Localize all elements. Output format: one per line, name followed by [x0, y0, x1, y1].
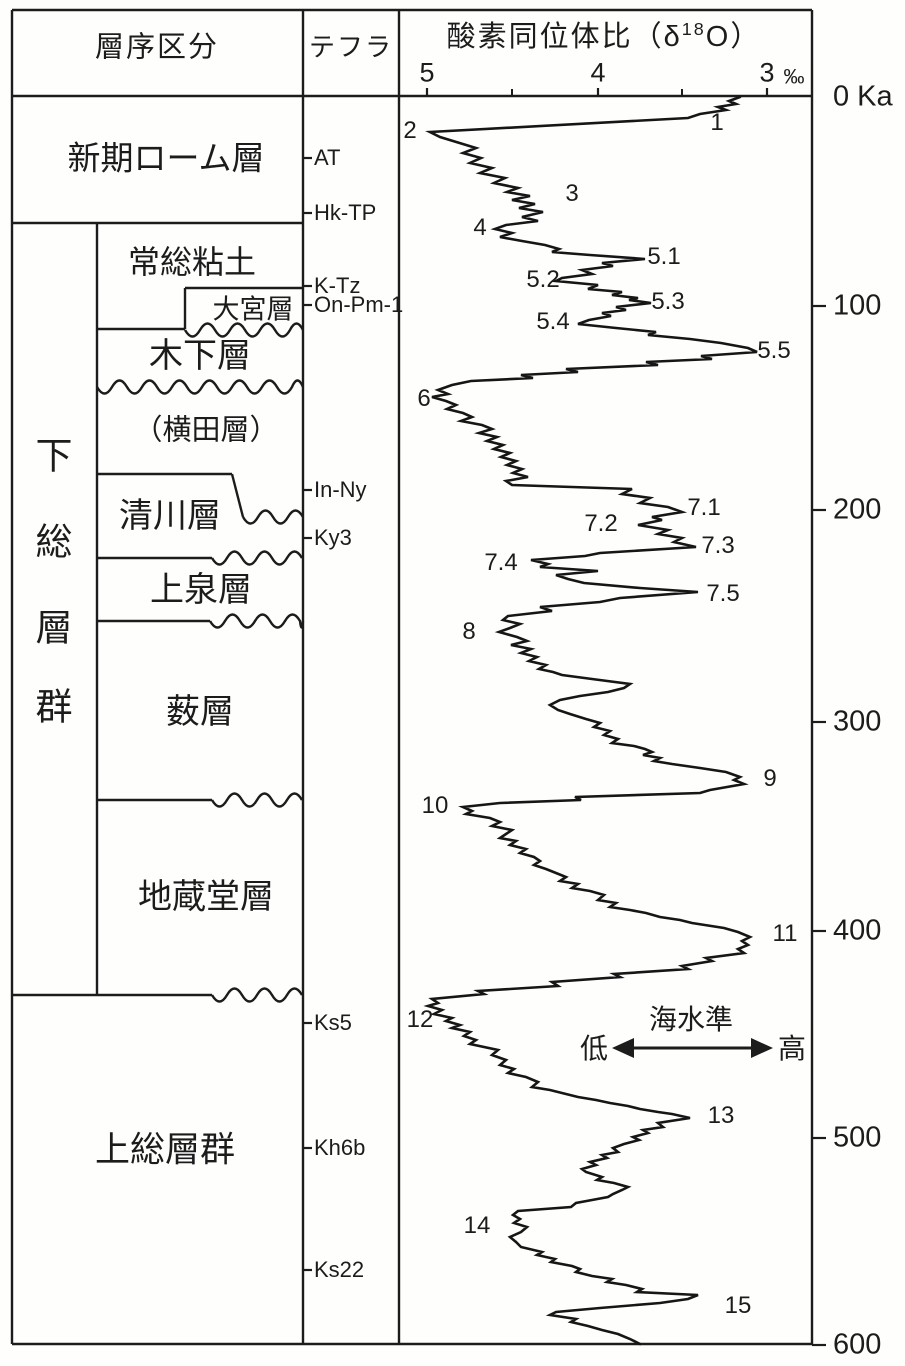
isotope-stage-label: 10 [421, 792, 449, 819]
tephra-label: Ks22 [314, 1257, 365, 1282]
isotope-title-text: 酸素同位体比（δ [446, 20, 682, 53]
unconformity-wavy-line [183, 322, 305, 338]
group-vertical-label-char: 群 [35, 686, 73, 728]
group-vertical-label-char: 下 [35, 435, 73, 477]
isotope-stage-label: 1 [710, 109, 724, 136]
unconformity-wavy-line [208, 613, 305, 629]
column-header-isotope: 酸素同位体比（δ18O） [447, 20, 762, 52]
tephra-label: In-Ny [314, 477, 367, 502]
age-axis-tick-label: 400 [833, 914, 882, 947]
isotope-stage-label: 5.2 [526, 266, 560, 293]
tephra-label: Hk-TP [314, 200, 377, 225]
isotope-stage-label: 14 [463, 1212, 491, 1239]
age-axis-tick-label: 300 [833, 705, 882, 738]
isotope-stage-label: 15 [724, 1292, 752, 1319]
group-vertical-label-char: 総 [35, 521, 73, 563]
permil-unit-label: ‰ [783, 65, 805, 89]
column-header-tephra: テフラ [308, 32, 394, 62]
formation-label: 木下層 [149, 337, 251, 375]
isotope-stage-label: 8 [462, 618, 476, 645]
unconformity-wavy-line [210, 987, 304, 1003]
top-axis-tick-label: 5 [419, 57, 435, 88]
boundary-line [230, 473, 245, 518]
isotope-stage-label: 5.3 [651, 288, 685, 315]
tephra-label: AT [314, 145, 341, 170]
formation-label: 常総粘土 [127, 244, 257, 280]
isotope-stage-label: 11 [772, 920, 798, 947]
tephra-label: Ks5 [314, 1010, 352, 1035]
sea-level-arrow-left-head [612, 1038, 634, 1058]
isotope-stage-label: 7.3 [701, 532, 735, 559]
unconformity-wavy-line [210, 550, 304, 566]
top-axis-tick-label: 4 [590, 57, 606, 88]
age-axis-tick-label: 100 [833, 289, 882, 322]
isotope-curve [423, 95, 758, 1346]
formation-label: 上総層群 [94, 1130, 236, 1170]
isotope-stage-label: 2 [403, 117, 417, 144]
isotope-stage-label: 7.4 [484, 549, 518, 576]
formation-label: 新期ローム層 [67, 139, 265, 177]
isotope-stage-label: 7.2 [584, 510, 618, 537]
isotope-stage-label: 12 [406, 1006, 434, 1033]
isotope-stage-label: 5.5 [757, 337, 791, 364]
formation-label: 地蔵堂層 [138, 878, 274, 916]
tephra-label: Ky3 [314, 525, 352, 550]
sea-level-arrow-right-head [751, 1038, 773, 1058]
isotope-stage-label: 5.4 [536, 308, 570, 335]
unconformity-wavy-line [241, 509, 305, 525]
age-axis-tick-label: 500 [833, 1121, 882, 1154]
tephra-label: Kh6b [314, 1135, 366, 1160]
unconformity-wavy-line [210, 792, 304, 808]
tephra-label: On-Pm-1 [314, 292, 404, 317]
column-header-stratigraphy: 層序区分 [94, 31, 220, 64]
isotope-stage-label: 13 [707, 1102, 735, 1129]
isotope-stage-label: 6 [417, 385, 431, 412]
formation-label: 薮層 [166, 693, 234, 731]
sea-level-high-label: 高 [777, 1033, 807, 1064]
top-axis-tick-label: 3 [759, 57, 775, 88]
age-axis-tick-label: 200 [833, 493, 882, 526]
sea-level-title: 海水準 [648, 1004, 734, 1035]
isotope-stage-label: 7.5 [706, 580, 740, 607]
formation-label: 大宮層 [212, 294, 294, 325]
group-vertical-label-char: 層 [35, 607, 73, 649]
isotope-stage-label: 9 [763, 765, 777, 792]
isotope-title-oxygen: O） [705, 20, 762, 53]
age-axis-tick-label: 600 [833, 1328, 882, 1361]
unconformity-wavy-line [95, 379, 305, 395]
formation-label: （横田層） [133, 414, 279, 447]
isotope-stage-label: 5.1 [647, 243, 681, 270]
isotope-title-superscript: 18 [681, 19, 706, 40]
isotope-stage-label: 7.1 [687, 494, 721, 521]
age-axis-tick-label: 0 Ka [833, 80, 893, 113]
formation-label: 上泉層 [150, 571, 252, 609]
isotope-stage-label: 3 [565, 180, 579, 207]
sea-level-low-label: 低 [579, 1033, 609, 1064]
isotope-stage-label: 4 [473, 214, 487, 241]
tephra-label: K-Tz [314, 273, 361, 298]
formation-label: 清川層 [119, 497, 221, 535]
